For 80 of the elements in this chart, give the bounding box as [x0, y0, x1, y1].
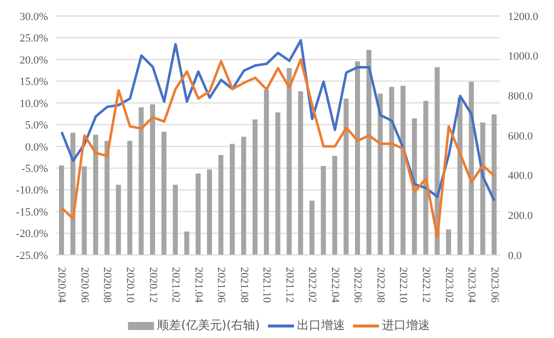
- bar: [378, 94, 383, 255]
- bar: [116, 184, 121, 255]
- y-tick-label: 30.0%: [20, 10, 48, 23]
- line-series: [60, 58, 496, 238]
- y-tick-label: 5.0%: [25, 120, 48, 132]
- bar: [355, 61, 360, 255]
- bar: [196, 174, 201, 255]
- bar: [252, 119, 258, 255]
- bar: [412, 118, 417, 255]
- bar: [127, 140, 132, 255]
- bar: [207, 169, 212, 255]
- x-tick-label: 2022.12: [420, 267, 432, 303]
- bar: [82, 166, 87, 255]
- bar: [230, 144, 235, 255]
- bar: [298, 91, 304, 255]
- x-tick-label: 2022.08: [374, 267, 386, 304]
- bar: [320, 166, 326, 255]
- bar: [264, 90, 269, 255]
- x-tick-label: 2022.06: [352, 267, 364, 304]
- x-tick-label: 2022.04: [328, 267, 341, 304]
- bar: [184, 232, 190, 255]
- x-tick-label: 2020.12: [146, 267, 159, 303]
- y-tick-label: 10.0%: [20, 98, 48, 110]
- y-tick-label: 15.0%: [20, 76, 48, 88]
- y2-tick-label: 200.0: [508, 210, 534, 222]
- bar: [172, 184, 178, 255]
- bar: [161, 132, 166, 255]
- bar: [344, 98, 349, 255]
- bar: [457, 98, 462, 255]
- x-tick-label: 2022.02: [306, 267, 318, 303]
- y-tick-label: 20.0%: [20, 54, 48, 66]
- x-tick-label: 2020.04: [56, 267, 68, 304]
- x-tick-label: 2021.12: [283, 267, 296, 303]
- x-tick-label: 2023.04: [466, 267, 478, 304]
- x-tick-label: 2021.02: [170, 267, 182, 303]
- bar: [275, 112, 280, 255]
- bar: [138, 107, 144, 255]
- bar: [150, 104, 156, 255]
- x-tick-label: 2023.06: [488, 267, 500, 304]
- legend-label: 进口增速: [382, 317, 430, 334]
- bar: [93, 134, 98, 255]
- bar: [332, 156, 338, 255]
- bar: [309, 200, 314, 255]
- bar: [104, 140, 110, 255]
- x-tick-label: 2021.10: [260, 267, 273, 304]
- y-tick-label: -20.0%: [16, 228, 48, 240]
- y2-tick-label: 800.0: [508, 90, 534, 103]
- y2-tick-label: 1000.0: [508, 50, 539, 63]
- x-tick-label: 2022.10: [397, 267, 410, 304]
- y-tick-label: 25.0%: [20, 32, 48, 45]
- x-tick-label: 2021.06: [215, 267, 228, 304]
- legend-label: 出口增速: [296, 317, 345, 334]
- x-tick-label: 2020.08: [101, 267, 114, 304]
- legend-label: 顺差(亿美元)(右轴): [157, 317, 260, 334]
- y2-tick-label: 600.0: [508, 130, 534, 142]
- y-tick-label: -5.0%: [21, 162, 48, 175]
- bar: [218, 155, 224, 255]
- bar: [241, 136, 246, 255]
- x-tick-label: 2020.10: [124, 267, 136, 304]
- y-tick-label: 0.0%: [25, 141, 48, 154]
- y2-tick-label: 0.0: [508, 250, 522, 262]
- bar: [389, 86, 394, 255]
- x-tick-label: 2023.02: [442, 267, 455, 303]
- x-tick-label: 2021.04: [192, 267, 204, 304]
- bar: [286, 68, 292, 255]
- bar: [423, 100, 428, 255]
- bar: [492, 114, 497, 255]
- y-tick-label: -15.0%: [16, 206, 48, 218]
- x-tick-label: 2021.08: [238, 267, 250, 304]
- bar: [468, 82, 474, 255]
- bar: [400, 86, 406, 255]
- y2-tick-label: 1200.0: [508, 10, 539, 23]
- x-tick-label: 2020.06: [78, 267, 90, 304]
- bar: [480, 122, 486, 255]
- y-tick-label: -10.0%: [16, 184, 48, 197]
- bar: [366, 50, 372, 255]
- bar: [446, 230, 452, 255]
- bar: [59, 165, 64, 255]
- y2-tick-label: 400.0: [508, 170, 534, 182]
- y-tick-label: -25.0%: [16, 250, 48, 262]
